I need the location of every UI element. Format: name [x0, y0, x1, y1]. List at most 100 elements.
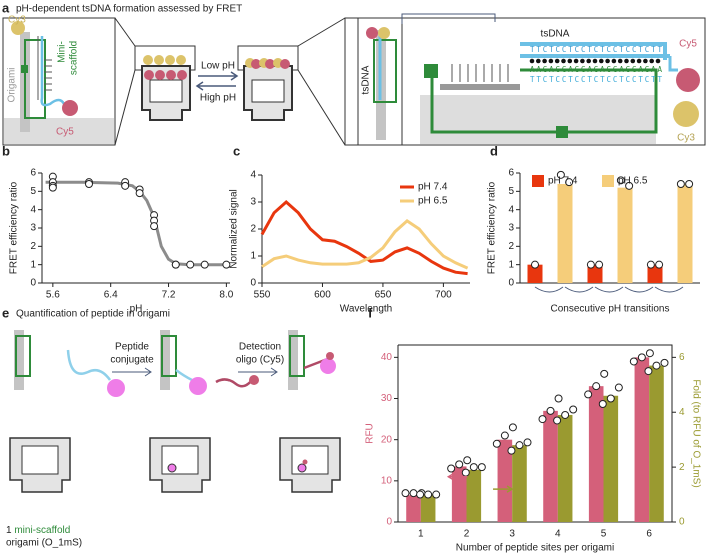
- y-tick-label: 1: [30, 259, 36, 270]
- y-tick-label: 4: [250, 170, 256, 181]
- transition-arrow: [624, 286, 654, 293]
- label: Low pH: [201, 61, 235, 72]
- origami-icon: [279, 330, 341, 493]
- series-line: [260, 199, 468, 276]
- y-tick-label: 6: [30, 168, 36, 179]
- panel-a: pH-dependent tsDNA formation assessed by…: [2, 4, 706, 146]
- strand: [520, 42, 670, 60]
- mini-scaffold: [24, 39, 46, 119]
- y2-tick-label: 6: [679, 352, 685, 363]
- replicate-point: [409, 489, 418, 498]
- replicate-point: [556, 170, 565, 179]
- mini-scaffold-loop: [430, 68, 658, 134]
- panel-label: f: [368, 305, 373, 320]
- pair-dot: [573, 58, 579, 64]
- cy3-dye: [11, 21, 25, 35]
- bar: [649, 365, 664, 522]
- replicate-point: [531, 260, 539, 269]
- replicate-point: [685, 180, 694, 188]
- replicate-point: [447, 464, 456, 473]
- y-axis-label: FRET efficiency ratio: [9, 181, 20, 274]
- y2-tick-label: 4: [679, 407, 685, 418]
- x-tick-label: 5: [601, 529, 607, 540]
- axis-arrow: [446, 473, 468, 481]
- arrow: [195, 81, 236, 91]
- data-point: [121, 181, 130, 190]
- replicate-point: [401, 489, 410, 498]
- legend-label: pH 7.4: [548, 176, 578, 187]
- y-tick-label: 30: [381, 393, 393, 404]
- transition-arrow: [654, 286, 684, 293]
- replicate-point: [592, 382, 601, 391]
- sequence: AAGAGGAGGAGAGGAGGAGAA: [530, 65, 662, 74]
- label: High pH: [200, 93, 236, 104]
- replicate-point: [644, 367, 653, 376]
- tray-well: [251, 79, 285, 103]
- legend-swatch: [532, 175, 544, 187]
- y-tick-label: 10: [381, 475, 393, 486]
- y-axis-label: FRET efficiency ratio: [487, 181, 498, 274]
- label: tsDNA: [541, 29, 570, 40]
- x-tick-label: 600: [314, 290, 331, 301]
- axis-arrow: [493, 485, 514, 493]
- replicate-point: [508, 423, 517, 432]
- bar: [557, 184, 573, 283]
- panel-label: d: [490, 143, 498, 158]
- x-tick-label: 2: [464, 529, 470, 540]
- x-tick-label: 700: [435, 290, 452, 301]
- pair-dot: [529, 58, 535, 64]
- pair-dot: [630, 58, 636, 64]
- label: oligo (Cy5): [236, 355, 284, 366]
- replicate-point: [523, 438, 532, 447]
- y-tick-label: 0: [30, 278, 36, 289]
- pair-dot: [536, 58, 541, 64]
- y-tick-label: 5: [30, 186, 36, 197]
- cy3-dye: [378, 27, 390, 39]
- pair-dot: [567, 58, 573, 64]
- label: 1 mini-scaffold: [6, 525, 70, 536]
- x-axis-label: Number of peptide sites per origami: [456, 543, 614, 554]
- label: origami (O_1mS): [6, 538, 82, 549]
- panel-label: e: [2, 305, 9, 320]
- sequence: TTCTCCTCCTCTCCTCCTCTT: [530, 75, 662, 84]
- panel-title: pH-dependent tsDNA formation assessed by…: [16, 4, 242, 15]
- y-tick-label: 2: [30, 241, 36, 252]
- y-axis-label: RFU: [365, 423, 376, 444]
- label: scaffold: [69, 41, 80, 75]
- y-tick-label: 1: [250, 251, 256, 262]
- panel-label: c: [233, 143, 240, 158]
- y-tick-label: 20: [381, 434, 393, 445]
- x-tick-label: 550: [254, 290, 271, 301]
- pair-dot: [636, 58, 642, 64]
- y-tick-label: 5: [508, 186, 514, 197]
- cy5-dye: [249, 375, 259, 385]
- pair-dot: [561, 58, 566, 64]
- replicate-point: [629, 357, 638, 366]
- replicate-point: [561, 410, 570, 419]
- y-tick-label: 40: [381, 352, 393, 363]
- pair-dot: [649, 58, 654, 64]
- x-tick-label: 1: [418, 529, 424, 540]
- y-axis-label: Normalized signal: [229, 189, 240, 268]
- pair-dot: [554, 58, 560, 64]
- replicate-point: [625, 181, 634, 190]
- y-tick-label: 2: [508, 241, 514, 252]
- strand: [40, 36, 66, 107]
- x-axis-label: Wavelength: [340, 304, 392, 315]
- label: Peptide: [115, 342, 149, 353]
- replicate-point: [463, 456, 472, 465]
- y2-tick-label: 2: [679, 462, 685, 473]
- replicate-point: [676, 180, 685, 188]
- label: Cy3: [677, 133, 695, 144]
- mini-scaffold: [373, 39, 397, 103]
- replicate-point: [660, 358, 669, 367]
- panel-title: Quantification of peptide in origami: [16, 309, 170, 320]
- y2-axis-label: Fold (to RFU of O_1mS): [690, 379, 701, 487]
- zoom-line: [297, 17, 346, 146]
- y-tick-label: 4: [508, 204, 514, 215]
- replicate-point: [477, 463, 486, 472]
- dyes: [245, 58, 290, 69]
- bar: [677, 184, 693, 283]
- x-tick-label: 650: [375, 290, 392, 301]
